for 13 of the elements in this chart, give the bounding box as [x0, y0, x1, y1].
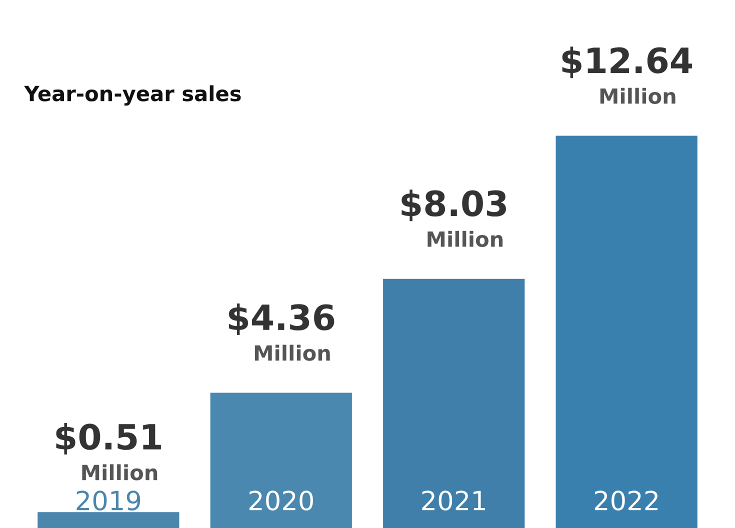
chart-title: Year-on-year sales — [24, 85, 241, 106]
x-tick-label: 2021 — [422, 490, 486, 511]
x-tick-label: 2020 — [249, 490, 313, 511]
x-tick-label: 2019 — [76, 490, 140, 511]
bar — [38, 512, 180, 528]
data-label: $0.51 Million — [56, 423, 161, 480]
bar — [210, 392, 352, 528]
data-label: $12.64 Million — [562, 46, 692, 104]
x-tick-label: 2022 — [594, 490, 658, 511]
bar — [383, 278, 525, 528]
bar — [556, 136, 698, 528]
data-label: $4.36 Million — [228, 304, 334, 361]
data-label: $8.03 Million — [402, 190, 506, 248]
